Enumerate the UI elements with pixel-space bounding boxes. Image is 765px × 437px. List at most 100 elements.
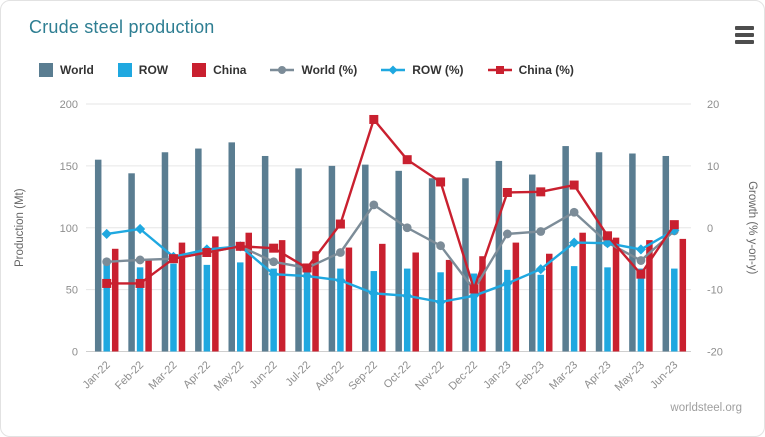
world-point-sep-22[interactable] <box>369 200 379 210</box>
bar-row-feb-23[interactable] <box>537 274 545 352</box>
china-point-jan-22[interactable] <box>102 278 112 288</box>
china-point-may-23[interactable] <box>636 269 646 279</box>
china-point-apr-22[interactable] <box>202 248 212 257</box>
china-point-jun-22[interactable] <box>269 243 279 253</box>
row-point-jun-22[interactable] <box>268 269 279 280</box>
world-point-jun-22[interactable] <box>269 257 279 267</box>
bar-world-jul-22[interactable] <box>295 168 302 352</box>
china-point-sep-22[interactable] <box>369 114 379 124</box>
bar-china-sep-22[interactable] <box>379 243 386 352</box>
legend-item-row[interactable]: ROW (%) <box>381 63 464 77</box>
bar-row-jun-22[interactable] <box>270 268 277 352</box>
legend-label: ROW (%) <box>412 63 464 77</box>
bar-row-may-22[interactable] <box>237 262 244 352</box>
bar-china-jul-22[interactable] <box>312 251 319 352</box>
bar-world-sep-22[interactable] <box>362 164 369 352</box>
bar-china-jan-22[interactable] <box>111 248 119 352</box>
bar-china-jun-22[interactable] <box>278 240 286 352</box>
bar-world-nov-22[interactable] <box>428 178 436 352</box>
bar-china-jan-23[interactable] <box>512 242 520 352</box>
bar-china-aug-22[interactable] <box>345 247 353 352</box>
bar-row-sep-22[interactable] <box>370 271 378 352</box>
china-point-mar-22[interactable] <box>168 254 178 264</box>
bar-world-apr-23[interactable] <box>595 152 603 352</box>
bar-world-jun-23[interactable] <box>662 155 670 352</box>
row-point-sep-22[interactable] <box>368 288 379 299</box>
world-point-aug-22[interactable] <box>336 248 345 257</box>
world-point-jan-22[interactable] <box>102 257 112 267</box>
china-point-jul-22[interactable] <box>302 263 312 273</box>
china-point-jun-23[interactable] <box>669 220 679 230</box>
world-point-feb-22[interactable] <box>135 255 145 265</box>
bar-row-dec-22[interactable] <box>470 273 478 352</box>
legend-item-row[interactable]: ROW <box>117 63 168 77</box>
china-point-nov-22[interactable] <box>436 177 446 187</box>
china-point-aug-22[interactable] <box>335 219 345 229</box>
bar-row-jul-22[interactable] <box>303 267 311 352</box>
world-point-feb-23[interactable] <box>536 227 546 236</box>
row-point-jan-22[interactable] <box>101 228 112 240</box>
bar-row-jun-23[interactable] <box>671 268 678 352</box>
bar-china-may-22[interactable] <box>245 232 253 352</box>
bar-china-mar-22[interactable] <box>178 242 186 352</box>
bar-world-jan-23[interactable] <box>495 160 503 352</box>
bar-world-feb-22[interactable] <box>128 173 135 352</box>
legend-item-china[interactable]: China <box>192 63 246 77</box>
china-point-jan-23[interactable] <box>502 187 512 197</box>
bar-china-mar-23[interactable] <box>579 232 586 352</box>
legend-item-world[interactable]: World <box>39 63 94 77</box>
bar-china-apr-22[interactable] <box>212 236 219 352</box>
bar-row-mar-22[interactable] <box>170 263 177 352</box>
bar-china-oct-22[interactable] <box>412 252 419 352</box>
bar-china-feb-23[interactable] <box>546 253 553 352</box>
bar-world-apr-22[interactable] <box>195 148 202 352</box>
world-point-jan-23[interactable] <box>502 229 512 239</box>
bar-row-may-23[interactable] <box>637 268 645 352</box>
row-point-jul-22[interactable] <box>301 270 313 282</box>
world-point-mar-23[interactable] <box>569 207 579 217</box>
bar-row-apr-23[interactable] <box>604 267 611 352</box>
bar-china-may-23[interactable] <box>646 240 653 352</box>
bar-row-oct-22[interactable] <box>403 268 411 352</box>
bar-china-dec-22[interactable] <box>479 256 486 352</box>
china-point-apr-23[interactable] <box>603 231 613 241</box>
bar-row-jan-23[interactable] <box>504 269 511 352</box>
bar-row-feb-22[interactable] <box>136 267 144 352</box>
bar-row-apr-22[interactable] <box>203 264 211 352</box>
bar-row-mar-23[interactable] <box>570 266 578 352</box>
row-point-oct-22[interactable] <box>402 290 413 301</box>
bar-china-nov-22[interactable] <box>445 259 453 352</box>
bar-world-may-23[interactable] <box>629 153 636 352</box>
legend-marker-circle-icon <box>270 66 295 74</box>
bar-row-nov-22[interactable] <box>437 272 444 352</box>
bar-world-jan-22[interactable] <box>94 159 102 352</box>
bar-world-mar-22[interactable] <box>161 152 169 352</box>
world-point-oct-22[interactable] <box>402 223 412 233</box>
legend-item-china[interactable]: China (%) <box>487 63 574 77</box>
bar-world-aug-22[interactable] <box>328 165 336 352</box>
bar-world-jun-22[interactable] <box>261 155 269 352</box>
bar-china-apr-23[interactable] <box>612 237 620 352</box>
bar-world-oct-22[interactable] <box>395 170 402 352</box>
china-point-dec-22[interactable] <box>469 284 479 294</box>
legend-item-world[interactable]: World (%) <box>270 63 357 77</box>
bar-row-jan-22[interactable] <box>103 261 110 352</box>
china-point-oct-22[interactable] <box>402 155 412 165</box>
row-point-aug-22[interactable] <box>335 275 346 286</box>
row-point-jan-23[interactable] <box>502 278 513 289</box>
world-point-may-23[interactable] <box>636 256 646 265</box>
china-point-may-22[interactable] <box>235 241 245 251</box>
bar-world-feb-23[interactable] <box>529 174 536 352</box>
china-point-mar-23[interactable] <box>569 180 579 190</box>
bar-row-aug-22[interactable] <box>337 268 344 352</box>
hamburger-menu-icon[interactable] <box>735 26 755 47</box>
bar-series-row <box>103 261 678 352</box>
line-series-china <box>102 114 679 294</box>
bar-china-jun-23[interactable] <box>679 238 687 352</box>
bar-china-feb-22[interactable] <box>145 258 152 352</box>
row-point-may-23[interactable] <box>635 244 647 255</box>
row-point-nov-22[interactable] <box>435 296 446 308</box>
world-point-nov-22[interactable] <box>436 241 445 251</box>
china-point-feb-22[interactable] <box>135 278 145 288</box>
china-point-feb-23[interactable] <box>536 187 546 197</box>
